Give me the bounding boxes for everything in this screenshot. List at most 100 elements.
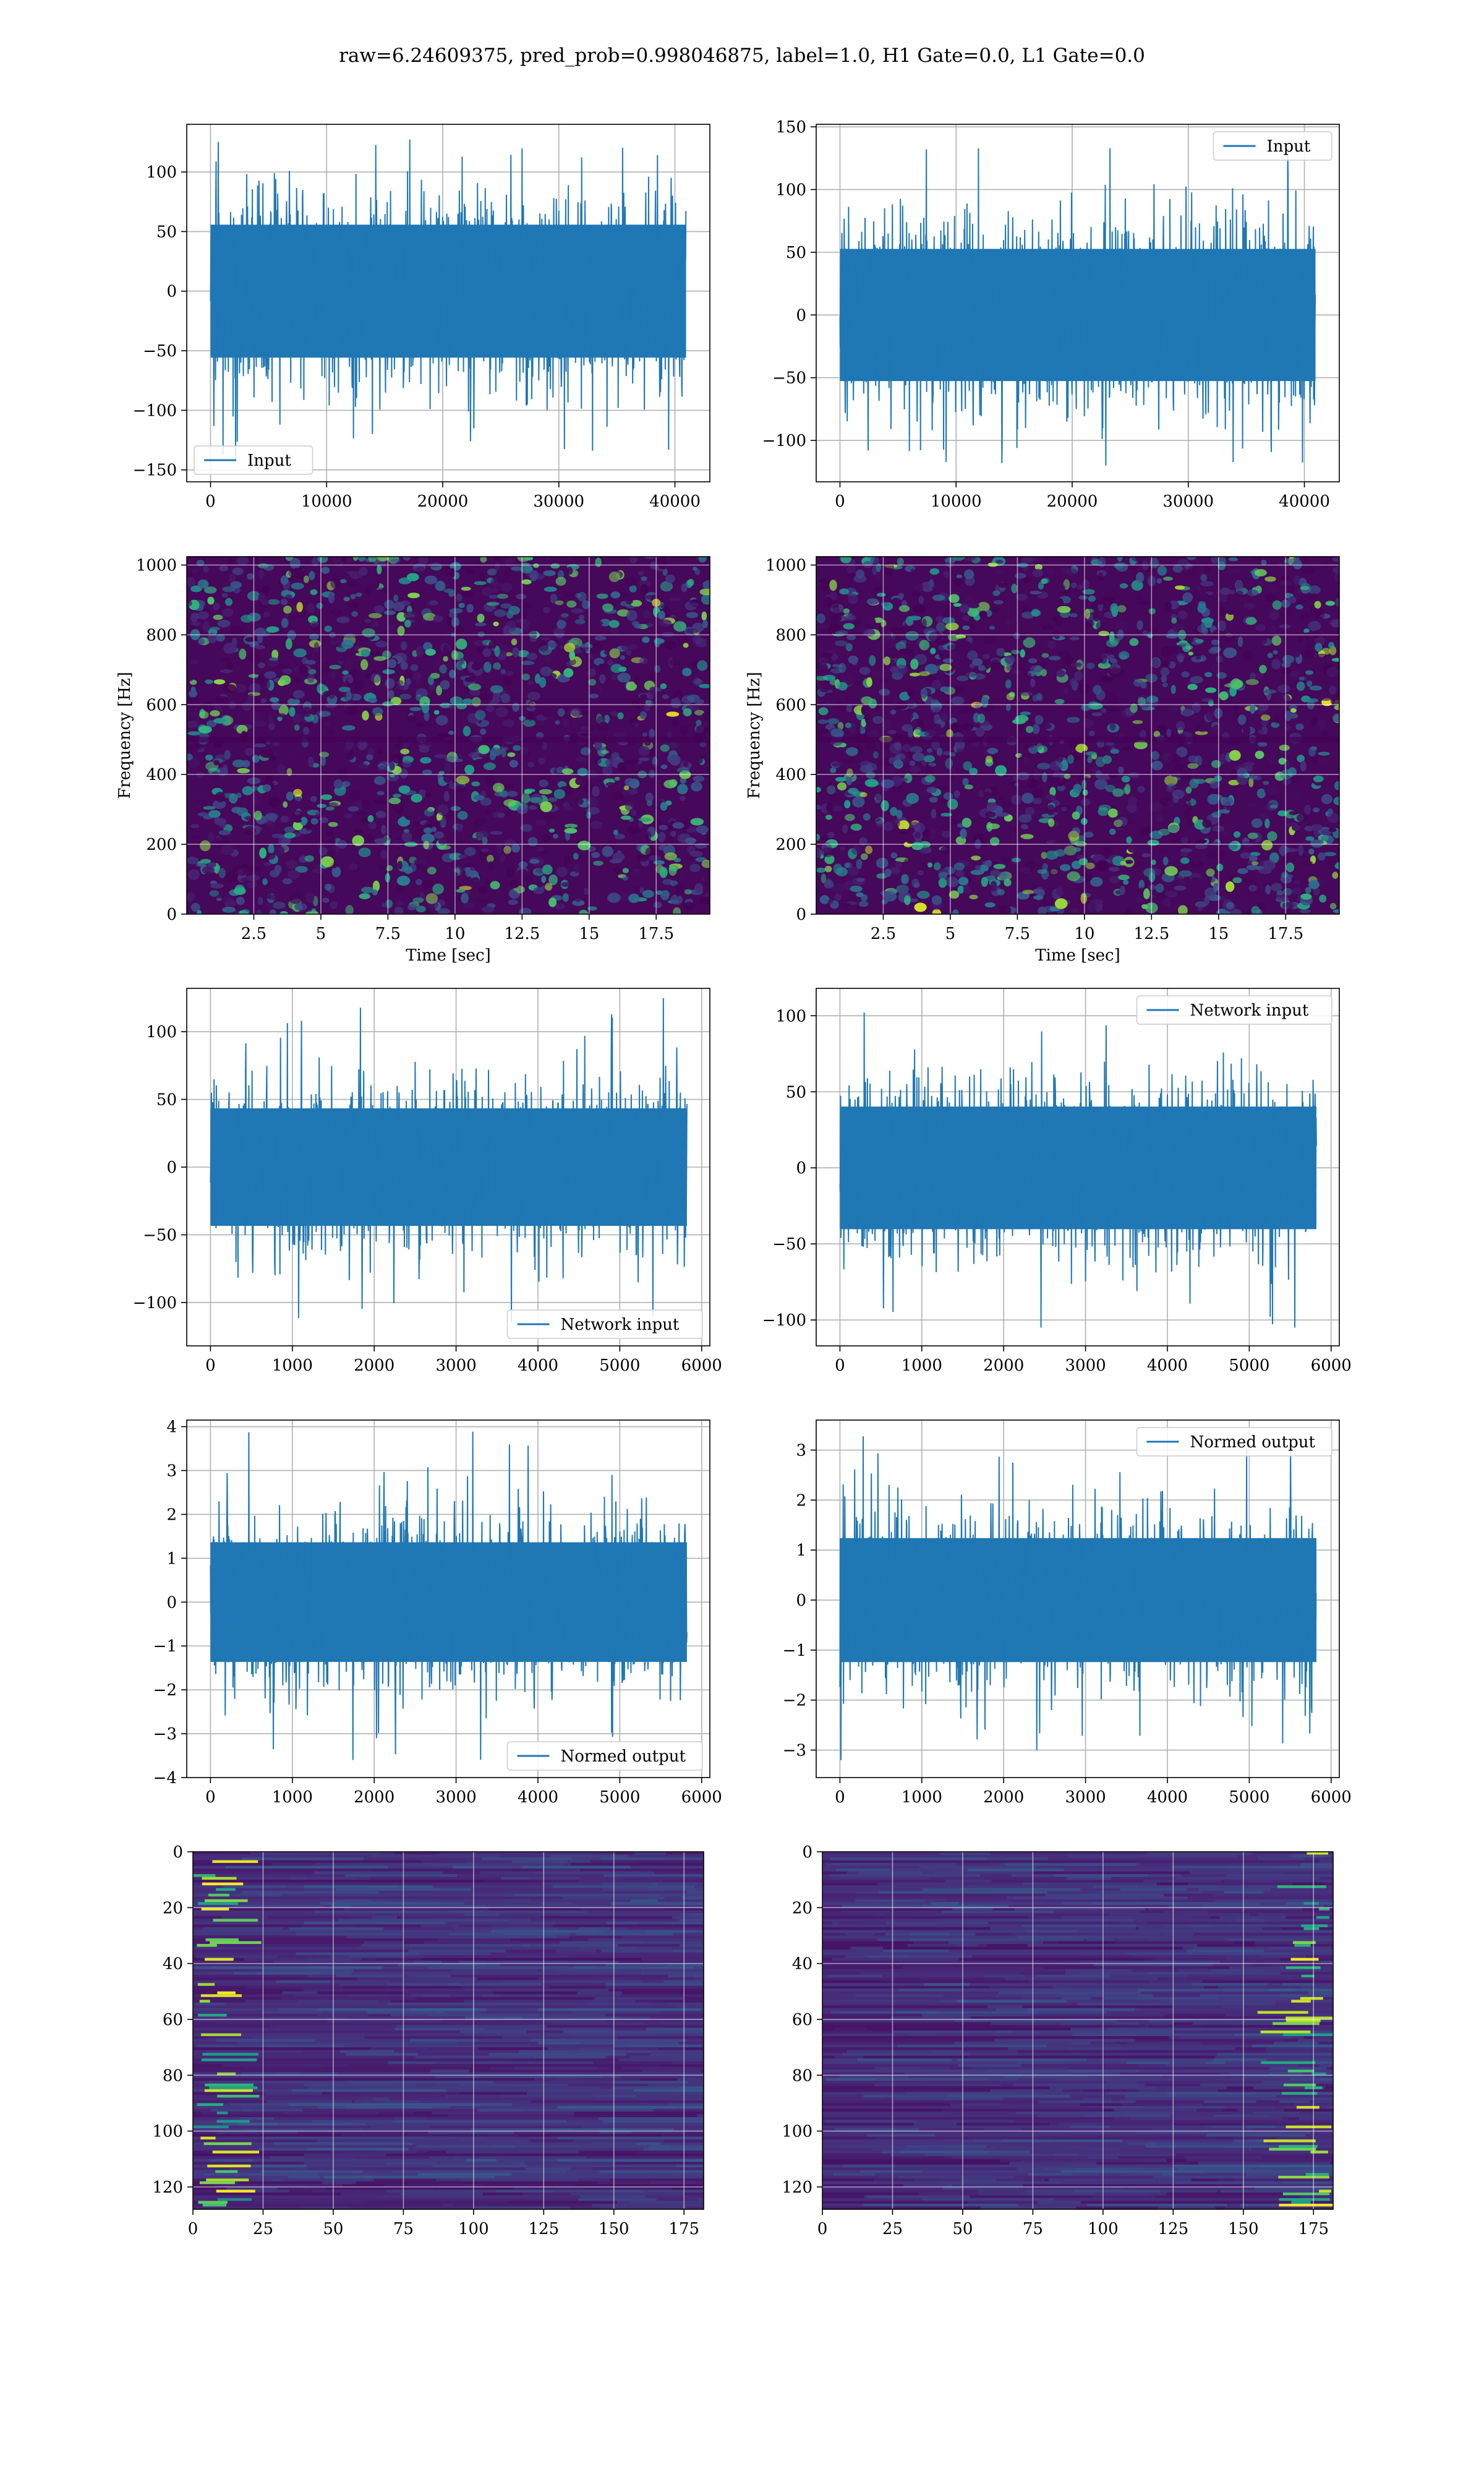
- spectrogram-cell: [955, 870, 965, 877]
- feature-row: [193, 2053, 704, 2057]
- feature-streak: [250, 2178, 284, 2182]
- y-tick-label: 0: [173, 1843, 183, 1862]
- feature-streak: [476, 1919, 531, 1922]
- spectrogram-cell: [433, 831, 445, 839]
- spectrogram-cell: [622, 876, 628, 881]
- spectrogram-cell: [924, 765, 933, 774]
- spectrogram-cell: [404, 620, 411, 628]
- feature-streak: [1072, 1935, 1161, 1939]
- spectrogram-cell: [1316, 653, 1327, 658]
- feature-streak: [1117, 2047, 1235, 2051]
- spectrogram-cell: [501, 748, 506, 758]
- feature-streak: [429, 2013, 605, 2018]
- spectrogram-cell: [678, 874, 686, 881]
- spectrogram-cell: [1299, 909, 1311, 914]
- feature-row: [822, 1871, 1333, 1875]
- feature-streak: [842, 1910, 973, 1914]
- x-tick-label: 0: [205, 492, 216, 511]
- spectrogram-cell: [1030, 591, 1042, 595]
- spectrogram-cell: [1211, 725, 1222, 735]
- spectrogram-cell: [858, 837, 868, 845]
- spectrogram-cell: [674, 884, 686, 889]
- spectrogram-cell: [527, 712, 534, 721]
- spectrogram-cell: [468, 751, 480, 759]
- spectrogram-cell: [580, 647, 592, 652]
- spectrogram-cell: [529, 858, 540, 864]
- spectrogram-cell: [838, 663, 846, 673]
- feature-streak: [835, 1868, 890, 1872]
- spectrogram-cell: [1324, 785, 1336, 794]
- spectrogram-cell: [633, 675, 640, 685]
- spectrogram-cell: [979, 610, 987, 618]
- spectrogram-cell: [273, 631, 281, 643]
- spectrogram-cell: [1011, 794, 1022, 805]
- spectrogram-cell: [1139, 828, 1149, 836]
- spectrogram-cell: [1296, 681, 1305, 691]
- spectrogram-cell: [333, 779, 343, 789]
- feature-streak: [579, 1907, 665, 1911]
- spectrogram-cell: [1313, 807, 1320, 813]
- feature-streak: [601, 1950, 704, 1953]
- spectrogram-cell: [1046, 804, 1055, 816]
- spectrogram-cell: [364, 586, 371, 594]
- spectrogram-cell: [1109, 867, 1120, 872]
- x-tick-label: 6000: [1311, 1788, 1352, 1807]
- spectrogram-cell: [816, 730, 823, 737]
- spectrogram-cell: [403, 557, 411, 561]
- spectrogram-cell: [1021, 557, 1034, 563]
- spectrogram-cell: [1297, 755, 1305, 763]
- feature-streak: [416, 2047, 479, 2051]
- x-tick-label: 100: [458, 2220, 489, 2238]
- spectrogram-cell: [478, 699, 490, 706]
- spectrogram-cell: [1254, 611, 1267, 620]
- spectrogram-cell: [660, 683, 667, 690]
- spectrogram-cell: [830, 591, 837, 601]
- spectrogram-cell: [658, 831, 666, 843]
- spectrogram-cell: [1284, 724, 1291, 732]
- spectrogram-cell: [221, 896, 234, 903]
- feature-streak: [1192, 1983, 1268, 1987]
- spectrogram-cell: [645, 792, 654, 803]
- spectrogram-cell: [1151, 859, 1156, 865]
- spectrogram-cell: [699, 742, 707, 747]
- spectrogram-cell: [469, 887, 479, 898]
- spectrogram-cell: [563, 856, 571, 866]
- spectrogram-cell: [498, 806, 508, 813]
- spectrogram-cell: [1302, 650, 1315, 659]
- feature-streak: [562, 1896, 688, 1900]
- spectrogram-cell: [203, 806, 216, 810]
- spectrogram-cell: [1124, 784, 1131, 795]
- feature-hotspot: [201, 2058, 257, 2062]
- legend-label: Normed output: [1190, 1433, 1316, 1452]
- spectrogram-cell: [433, 615, 443, 622]
- spectrogram-cell: [521, 674, 531, 681]
- feature-streak: [1067, 1854, 1239, 1858]
- spectrogram-cell: [401, 641, 407, 651]
- spectrogram-cell: [931, 895, 942, 905]
- spectrogram-cell: [215, 792, 226, 803]
- feature-streak: [663, 1980, 704, 1984]
- spectrogram-cell: [354, 681, 363, 691]
- feature-streak: [304, 1921, 445, 1925]
- spectrogram-cell: [869, 617, 876, 627]
- spectrogram-cell: [465, 569, 476, 574]
- spectrogram-cell: [202, 621, 210, 632]
- spectrogram-cell: [1107, 708, 1120, 713]
- y-tick-label: −1: [783, 1641, 806, 1660]
- spectrogram-cell: [1031, 797, 1043, 805]
- spectrogram-cell: [548, 797, 558, 802]
- spectrogram-cell: [819, 895, 830, 904]
- spectrogram-cell: [268, 894, 280, 900]
- spectrogram-cell: [1254, 569, 1267, 576]
- feature-streak: [1169, 2027, 1333, 2031]
- spectrogram-cell: [1057, 606, 1071, 614]
- feature-streak: [470, 1893, 514, 1897]
- spectrogram-cell: [292, 666, 301, 673]
- spectrogram-cell: [847, 867, 859, 876]
- feature-row: [193, 2186, 704, 2190]
- spectrogram-cell: [362, 710, 369, 721]
- feature-streak: [386, 2189, 554, 2193]
- feature-streak: [224, 1865, 388, 1869]
- spectrogram-cell: [1330, 695, 1339, 706]
- spectrogram-cell: [355, 593, 362, 597]
